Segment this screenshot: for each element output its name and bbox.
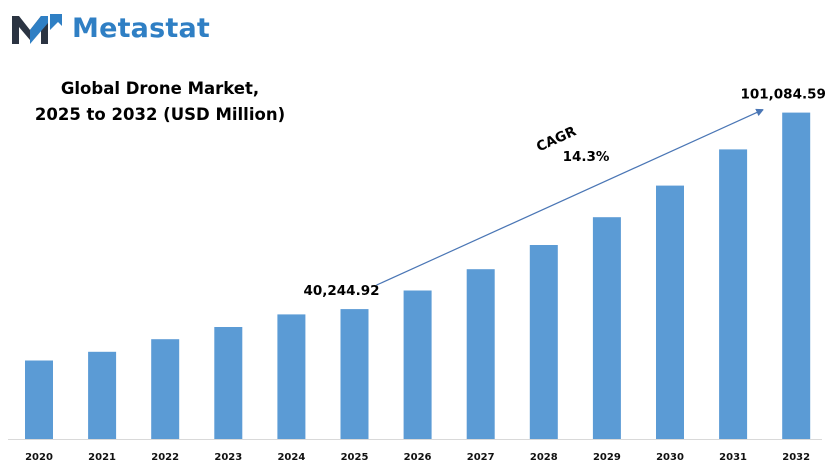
bar-2028 [529,245,558,439]
x-tick-2031: 2031 [719,452,747,463]
bar-2027 [466,269,495,439]
bar-2031 [719,149,748,439]
x-tick-2023: 2023 [214,452,242,463]
x-tick-2025: 2025 [341,452,369,463]
x-tick-2021: 2021 [88,452,116,463]
x-tick-2026: 2026 [404,452,432,463]
brand-name: Metastat [72,12,211,44]
x-tick-2028: 2028 [530,452,558,463]
bar-2026 [403,290,432,439]
x-tick-2020: 2020 [25,452,53,463]
x-tick-2029: 2029 [593,452,621,463]
x-tick-2027: 2027 [467,452,495,463]
data-label-2032: 101,084.59 [740,87,825,103]
chart-title-block: Global Drone Market, 2025 to 2032 (USD M… [30,76,290,128]
data-labels-group: 40,244.92 101,084.59 [303,87,825,300]
bar-2030 [656,185,684,439]
bar-2024 [277,314,306,439]
metastat-m-logo-icon [12,14,62,44]
brand-logo: Metastat [10,8,210,48]
chart-subtitle: 2025 to 2032 (USD Million) [34,105,286,124]
x-axis-ticks: 2020 2021 2022 2023 2024 2025 2026 2027 2028 2029… [25,452,810,463]
chart-title: Global Drone Market, [60,79,260,98]
cagr-value: 14.3% [563,149,610,165]
x-tick-2024: 2024 [277,452,305,463]
bar-2029 [592,217,621,439]
x-tick-2030: 2030 [656,452,684,463]
cagr-arrow [376,108,765,286]
bar-2021 [88,351,117,439]
x-tick-2032: 2032 [782,452,810,463]
bar-2032 [782,112,811,439]
data-label-2025: 40,244.92 [303,283,379,299]
x-tick-2022: 2022 [151,452,179,463]
bar-2023 [214,327,243,439]
bars-group [25,112,811,439]
bar-2022 [151,339,180,439]
bar-2025 [340,309,369,439]
bar-2020 [25,360,53,439]
